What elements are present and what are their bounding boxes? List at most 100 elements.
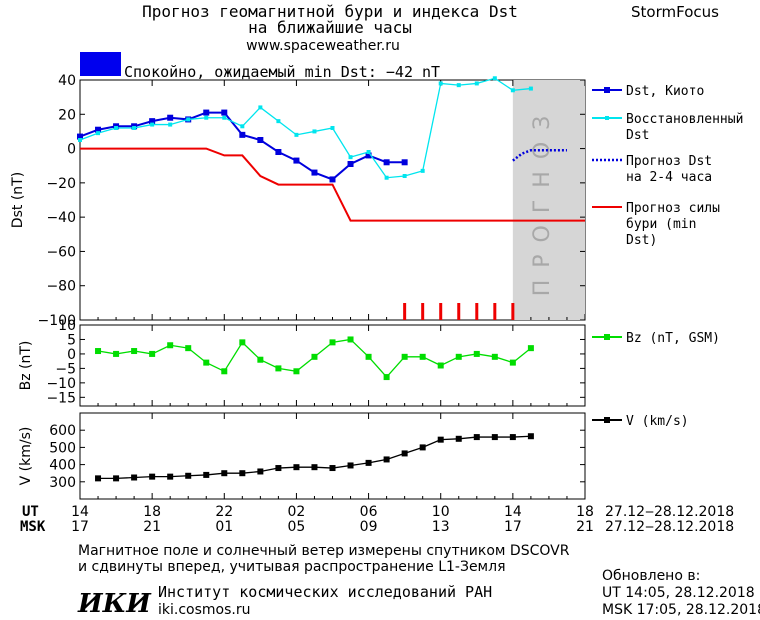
title-line-1: Прогноз геомагнитной бури и индекса Dst <box>142 2 518 21</box>
v-series-0-point <box>365 459 372 466</box>
dst-panel-frame <box>79 79 586 321</box>
dst-ytick-label: 20 <box>58 107 76 123</box>
dst-series-1-point <box>510 88 515 93</box>
v-series-0-point <box>527 433 534 440</box>
bz-series-0-point <box>185 345 192 352</box>
bz-series-0-point <box>221 368 228 375</box>
v-series-0-point <box>95 475 102 482</box>
institute-url[interactable]: iki.cosmos.ru <box>158 602 250 618</box>
bz-series-0-point <box>275 365 282 372</box>
bz-series-0-point <box>113 350 120 357</box>
dst-series-1-point <box>438 81 443 86</box>
legend-marker <box>604 334 610 340</box>
dst-series-0-point <box>221 109 228 116</box>
v-series-0-point <box>491 434 498 441</box>
bz-ytick-label: −10 <box>46 376 76 392</box>
v-series-0-point <box>239 470 246 477</box>
legend-dst-restored: Восстановленный Dst <box>626 112 743 143</box>
dst-series-3-line <box>80 147 585 222</box>
bz-series-0-point <box>509 359 516 366</box>
bz-series-0-point <box>455 353 462 360</box>
dst-series-1-point <box>168 122 173 127</box>
v-series-0-point <box>113 475 120 482</box>
dst-series-1-point <box>402 174 407 178</box>
dst-series-1-point <box>348 155 353 160</box>
bz-ytick-label: −15 <box>46 390 76 406</box>
bz-ytick-label: 10 <box>58 318 76 334</box>
dst-series-0-point <box>257 137 264 143</box>
v-series-0-point <box>509 434 516 441</box>
footer-line-1: Магнитное поле и солнечный ветер измерен… <box>78 543 570 559</box>
status-label: Спокойно, ожидаемый min Dst: −42 nT <box>124 63 440 81</box>
v-series-0-point <box>329 465 336 472</box>
ut-axis-label: UT <box>22 504 39 520</box>
dst-series-1-point <box>492 76 497 81</box>
dst-series-1-point <box>528 86 533 91</box>
dst-series-0-point <box>77 133 83 140</box>
msk-axis-label: MSK <box>20 519 46 535</box>
ut-tick-label: 14 <box>71 504 89 520</box>
dst-series-1-point <box>276 119 281 124</box>
dst-series-1-point <box>312 129 317 134</box>
updated-msk: MSK 17:05, 28.12.2018 <box>602 602 760 618</box>
dst-series-0-point <box>149 118 156 125</box>
v-series-0-point <box>437 436 444 443</box>
legend-marker <box>605 116 609 120</box>
dst-ytick-label: 40 <box>58 73 76 89</box>
bz-series-0-point <box>239 339 246 346</box>
dst-ylabel: Dst (nT) <box>10 172 26 228</box>
dst-series-1-point <box>186 117 191 122</box>
dst-series-1-point <box>384 175 389 180</box>
dst-series-0-point <box>203 109 210 116</box>
v-ytick-label: 400 <box>49 458 76 474</box>
legend-dst-kyoto: Dst, Киото <box>626 84 704 99</box>
v-series-0-point <box>311 464 318 471</box>
bz-series-0-point <box>527 345 534 352</box>
v-series-0-point <box>221 470 228 477</box>
msk-tick-label: 09 <box>360 519 378 535</box>
site-url[interactable]: www.spaceweather.ru <box>246 38 400 54</box>
dst-series-1-point <box>294 132 299 137</box>
msk-tick-label: 21 <box>143 519 161 535</box>
v-panel-frame <box>79 412 586 500</box>
brand-name: StormFocus <box>631 3 719 21</box>
legend-bz: Bz (nT, GSM) <box>626 331 720 346</box>
dst-ytick-label: −60 <box>46 244 76 260</box>
ut-tick-label: 22 <box>215 504 233 520</box>
dst-ytick-label: −100 <box>38 313 76 329</box>
bz-ylabel: Bz (nT) <box>18 341 34 391</box>
updated-label: Обновлено в: <box>602 568 700 584</box>
dst-series-1-point <box>204 115 209 120</box>
v-series-0-point <box>383 456 390 463</box>
dst-series-0-point <box>401 159 408 166</box>
v-series-0-point <box>275 465 282 472</box>
ut-tick-label: 14 <box>504 504 522 520</box>
v-series-0-line <box>98 435 531 480</box>
ut-tick-label: 06 <box>360 504 378 520</box>
updated-ut: UT 14:05, 28.12.2018 <box>602 585 755 601</box>
bz-series-0-point <box>311 353 318 360</box>
title-line-2: на ближайшие часы <box>248 18 412 37</box>
v-series-0-point <box>401 450 408 457</box>
v-series-0-point <box>347 462 354 469</box>
dst-series-0-point <box>329 176 336 183</box>
legend-marker <box>604 417 610 423</box>
dst-series-1-point <box>150 122 155 127</box>
v-series-0-point <box>167 473 174 480</box>
dst-series-0-point <box>95 126 102 133</box>
institute-name: Институт космических исследований РАН <box>158 583 492 601</box>
dst-series-1-point <box>132 126 137 130</box>
bz-ytick-label: −5 <box>55 361 76 377</box>
ut-range-label: 27.12‒28.12.2018 <box>605 504 734 520</box>
msk-tick-label: 17 <box>71 519 89 535</box>
dst-series-1-point <box>258 105 263 110</box>
bz-series-0-point <box>329 339 336 346</box>
dst-series-2-line <box>512 149 567 162</box>
dst-series-0-point <box>293 157 300 164</box>
msk-tick-label: 01 <box>215 519 233 535</box>
dst-series-1-point <box>240 124 245 129</box>
bz-series-0-point <box>401 353 408 360</box>
legend-v: V (km/s) <box>626 414 689 429</box>
v-series-0-point <box>203 471 210 478</box>
bz-series-0-point <box>149 350 156 357</box>
